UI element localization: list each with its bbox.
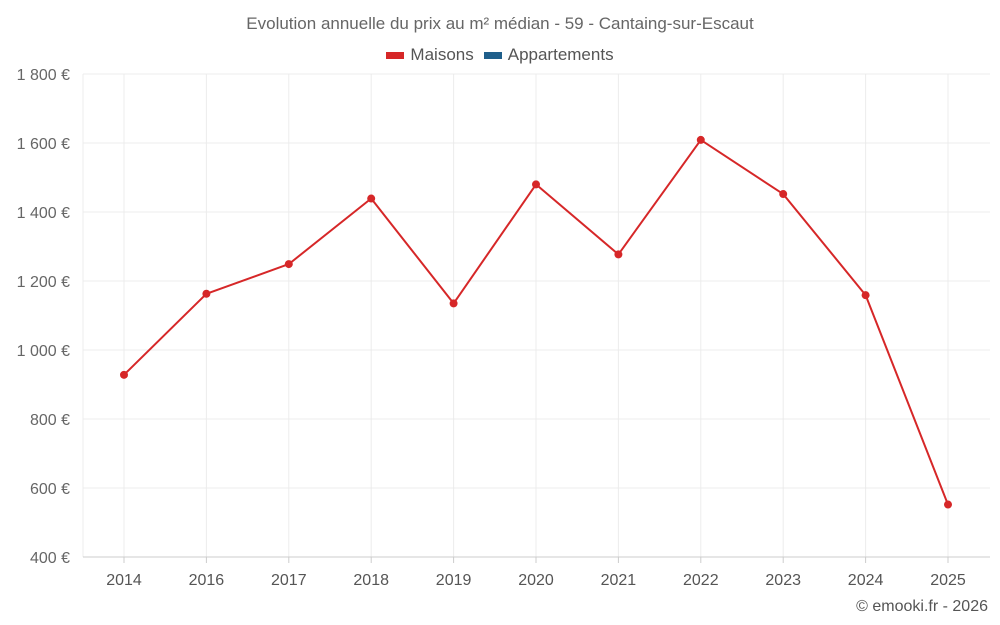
legend: Maisons Appartements (0, 45, 1000, 65)
data-point-maisons-2017 (284, 260, 293, 269)
data-point-maisons-2022 (696, 135, 705, 144)
x-tick-label: 2025 (930, 572, 966, 589)
legend-item-maisons[interactable]: Maisons (386, 45, 474, 65)
x-tick-label: 2017 (271, 572, 307, 589)
data-point-maisons-2025 (944, 500, 952, 509)
x-tick-label: 2022 (683, 572, 719, 589)
legend-item-appartements[interactable]: Appartements (483, 45, 614, 65)
y-tick-label: 1 600 € (17, 136, 70, 153)
x-tick-label: 2016 (189, 572, 225, 589)
legend-swatch-maisons (386, 51, 405, 59)
legend-swatch-appartements (483, 51, 502, 59)
x-tick-label: 2014 (106, 572, 142, 589)
y-tick-label: 1 800 € (17, 67, 70, 84)
data-point-maisons-2020 (532, 180, 540, 189)
data-point-maisons-2018 (367, 194, 376, 203)
data-point-maisons-2024 (861, 291, 870, 300)
y-tick-label: 1 000 € (17, 343, 70, 360)
x-tick-label: 2019 (436, 572, 472, 589)
x-tick-label: 2023 (765, 572, 801, 589)
x-tick-label: 2021 (601, 572, 637, 589)
data-point-maisons-2019 (449, 299, 458, 308)
data-point-maisons-2021 (614, 250, 623, 259)
chart-title: Evolution annuelle du prix au m² médian … (246, 14, 754, 33)
data-point-maisons-2016 (202, 289, 211, 298)
x-tick-label: 2018 (353, 572, 389, 589)
data-point-maisons-2023 (779, 190, 788, 199)
y-tick-label: 400 € (30, 550, 70, 567)
y-tick-label: 1 400 € (17, 205, 70, 222)
x-tick-label: 2024 (848, 572, 884, 589)
y-tick-label: 800 € (30, 412, 70, 429)
y-tick-label: 1 200 € (17, 274, 70, 291)
copyright-credit: © emooki.fr - 2026 (856, 598, 988, 615)
legend-label-maisons: Maisons (410, 45, 474, 64)
data-point-maisons-2014 (120, 370, 128, 379)
x-tick-label: 2020 (518, 572, 554, 589)
legend-label-appartements: Appartements (507, 45, 614, 64)
y-tick-label: 600 € (30, 481, 70, 498)
